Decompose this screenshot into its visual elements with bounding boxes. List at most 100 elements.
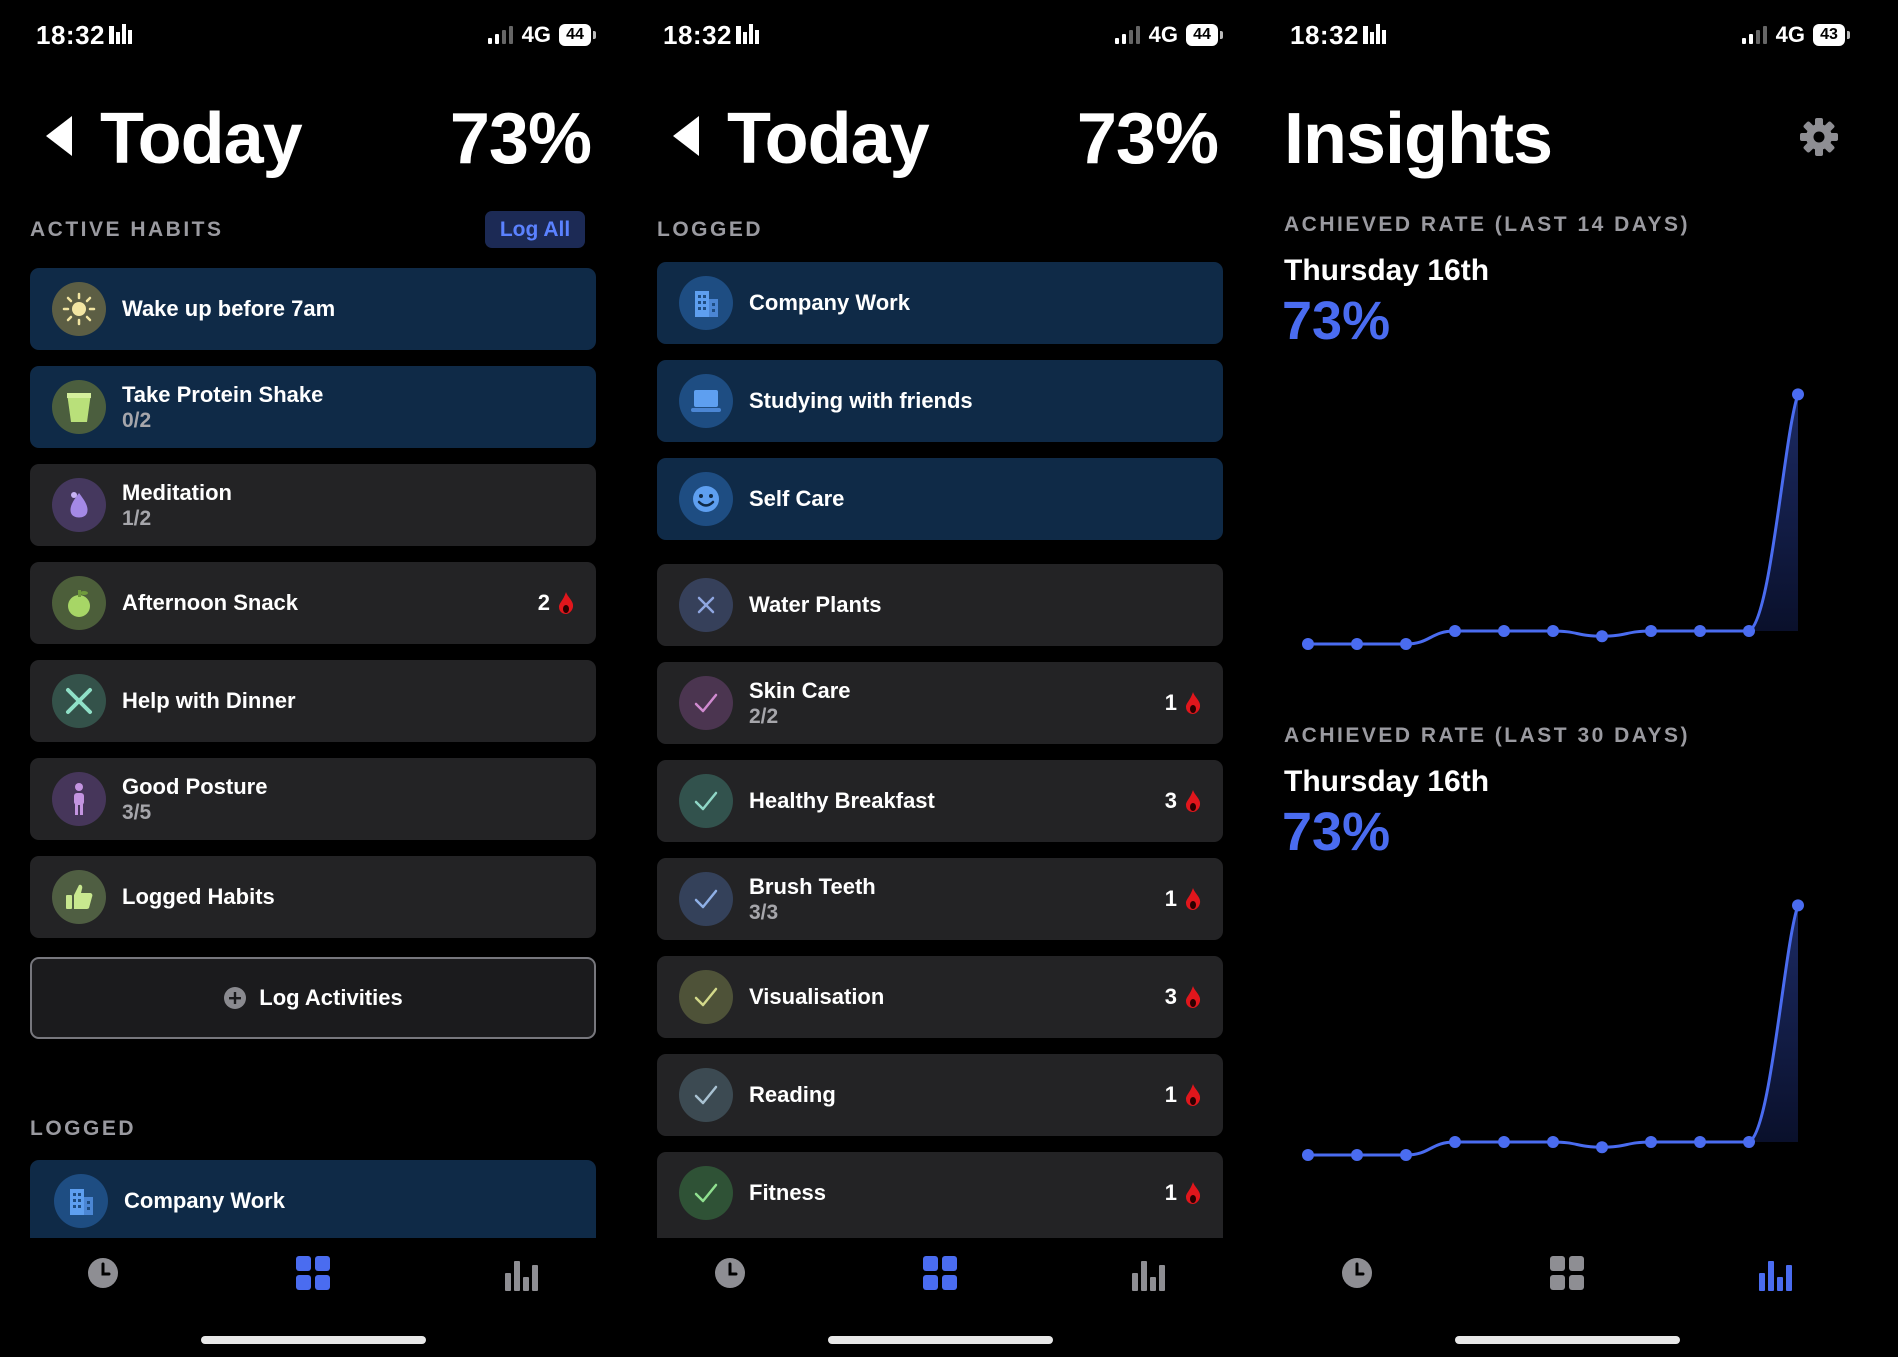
tab-history-clock-icon[interactable] bbox=[712, 1255, 748, 1291]
streak-badge: 1 bbox=[1165, 1180, 1201, 1206]
app-indicator-icon bbox=[1363, 24, 1386, 44]
chart-series-line bbox=[1307, 393, 1800, 646]
chart-point bbox=[1596, 1141, 1608, 1154]
home-indicator[interactable] bbox=[1455, 1336, 1680, 1344]
logged-label: LOGGED bbox=[657, 218, 764, 241]
network-type: 4G bbox=[1775, 22, 1805, 47]
tab-today-grid-icon[interactable] bbox=[922, 1255, 958, 1291]
status-bar: 18:32 4G 44 bbox=[36, 18, 596, 52]
habit-card[interactable]: Healthy Breakfast 3 bbox=[657, 760, 1223, 842]
chart-series-line bbox=[1307, 904, 1800, 1157]
habit-card[interactable]: Reading 1 bbox=[657, 1054, 1223, 1136]
section-label-14-days: ACHIEVED RATE (LAST 14 DAYS) bbox=[1284, 213, 1691, 236]
home-indicator[interactable] bbox=[201, 1336, 426, 1344]
habit-card[interactable]: Water Plants bbox=[657, 564, 1223, 646]
check-icon bbox=[679, 774, 733, 828]
chart-area-fill bbox=[1749, 394, 1798, 631]
chart-point bbox=[1498, 625, 1510, 637]
habit-title: Good Posture bbox=[122, 774, 268, 799]
chart-point bbox=[1302, 1149, 1314, 1161]
streak-badge: 3 bbox=[1165, 984, 1201, 1010]
streak-badge: 1 bbox=[1165, 690, 1201, 716]
habit-card[interactable]: Afternoon Snack 2 bbox=[30, 562, 596, 644]
plus-circle-icon bbox=[224, 987, 247, 1009]
apple-icon bbox=[52, 576, 106, 630]
rate-chart-30-days bbox=[1302, 899, 1804, 1161]
habit-card[interactable]: Logged Habits bbox=[30, 856, 596, 938]
insight-rate: 73% bbox=[1282, 291, 1391, 351]
streak-count: 1 bbox=[1164, 1180, 1177, 1205]
activity-title: Company Work bbox=[124, 1188, 285, 1213]
habit-progress: 0/2 bbox=[122, 409, 152, 432]
check-icon bbox=[679, 1068, 733, 1122]
insights-screen: 18:32 4G 43 Insights ACHIEVED RATE (LAST… bbox=[1254, 0, 1881, 1357]
chart-point bbox=[1694, 625, 1706, 637]
x-icon bbox=[679, 578, 733, 632]
check-icon bbox=[679, 872, 733, 926]
habit-card[interactable]: Visualisation 3 bbox=[657, 956, 1223, 1038]
tab-today-grid-icon[interactable] bbox=[1549, 1255, 1585, 1291]
building-icon bbox=[679, 276, 733, 330]
flame-icon bbox=[559, 592, 574, 614]
insight-rate: 73% bbox=[1282, 802, 1391, 862]
home-indicator[interactable] bbox=[828, 1336, 1053, 1344]
page-title: Insights bbox=[1284, 99, 1553, 179]
activity-card[interactable]: Company Work bbox=[30, 1160, 596, 1238]
gear-icon[interactable] bbox=[1799, 117, 1839, 157]
back-chevron-icon[interactable] bbox=[44, 116, 74, 156]
building-icon bbox=[54, 1174, 108, 1228]
habit-title: Water Plants bbox=[749, 592, 882, 617]
chart-point bbox=[1645, 625, 1657, 637]
habit-title: Healthy Breakfast bbox=[749, 788, 935, 813]
streak-count: 1 bbox=[1164, 1082, 1177, 1107]
log-activities-button[interactable]: Log Activities bbox=[30, 957, 596, 1039]
app-indicator-icon bbox=[109, 24, 132, 44]
page-title: Today bbox=[100, 99, 303, 179]
habit-card[interactable]: Fitness 1 bbox=[657, 1152, 1223, 1238]
activity-card[interactable]: Self Care bbox=[657, 458, 1223, 540]
status-bar: 18:32 4G 43 bbox=[1290, 18, 1850, 52]
streak-badge: 3 bbox=[1165, 788, 1201, 814]
activity-card[interactable]: Studying with friends bbox=[657, 360, 1223, 442]
tab-insights-chart-icon[interactable] bbox=[504, 1255, 540, 1291]
battery-icon: 44 bbox=[559, 24, 596, 46]
tab-history-clock-icon[interactable] bbox=[85, 1255, 121, 1291]
chart-point bbox=[1302, 638, 1314, 650]
habit-card[interactable]: Skin Care 2/2 1 bbox=[657, 662, 1223, 744]
lotus-icon bbox=[52, 478, 106, 532]
logged-label: LOGGED bbox=[30, 1117, 137, 1140]
chart-point bbox=[1351, 638, 1363, 650]
battery-icon: 44 bbox=[1186, 24, 1223, 46]
log-all-button[interactable]: Log All bbox=[485, 211, 585, 248]
tab-insights-chart-icon[interactable] bbox=[1758, 1255, 1794, 1291]
habit-title: Fitness bbox=[749, 1180, 827, 1205]
check-icon bbox=[679, 676, 733, 730]
tab-today-grid-icon[interactable] bbox=[295, 1255, 331, 1291]
chart-point bbox=[1400, 638, 1412, 650]
habit-progress: 2/2 bbox=[749, 705, 779, 728]
activity-card[interactable]: Company Work bbox=[657, 262, 1223, 344]
flame-icon bbox=[1186, 1182, 1201, 1204]
chart-point bbox=[1498, 1136, 1510, 1148]
today-screen: 18:32 4G 44 Today 73% ACTIVE HABITS Log … bbox=[0, 0, 627, 1357]
signal-icon bbox=[487, 26, 513, 44]
streak-count: 3 bbox=[1164, 788, 1177, 813]
habit-title: Brush Teeth bbox=[749, 874, 876, 899]
tab-history-clock-icon[interactable] bbox=[1339, 1255, 1375, 1291]
habit-card[interactable]: Help with Dinner bbox=[30, 660, 596, 742]
cup-icon bbox=[52, 380, 106, 434]
network-type: 4G bbox=[1148, 22, 1178, 47]
habit-card[interactable]: Brush Teeth 3/3 1 bbox=[657, 858, 1223, 940]
active-habits-label: ACTIVE HABITS bbox=[30, 218, 224, 241]
habit-card[interactable]: Take Protein Shake 0/2 bbox=[30, 366, 596, 448]
habit-card[interactable]: Meditation 1/2 bbox=[30, 464, 596, 546]
habit-card[interactable]: Wake up before 7am bbox=[30, 268, 596, 350]
chart-point bbox=[1743, 625, 1755, 637]
tab-insights-chart-icon[interactable] bbox=[1131, 1255, 1167, 1291]
chart-point bbox=[1547, 1136, 1559, 1148]
chart-point bbox=[1792, 899, 1804, 912]
flame-icon bbox=[1186, 986, 1201, 1008]
back-chevron-icon[interactable] bbox=[671, 116, 701, 156]
habit-card[interactable]: Good Posture 3/5 bbox=[30, 758, 596, 840]
rate-chart-14-days bbox=[1302, 388, 1804, 650]
